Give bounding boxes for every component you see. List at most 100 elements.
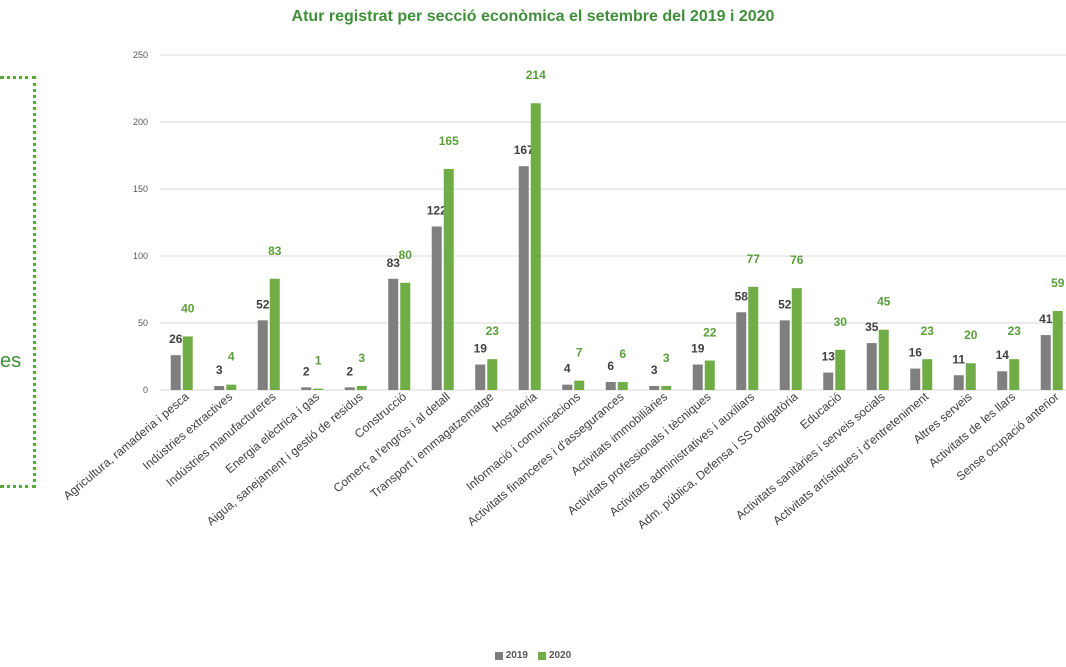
bar-2019 (301, 387, 312, 390)
bar-2020 (530, 103, 541, 391)
data-label-2020: 40 (181, 301, 195, 315)
data-label-2020: 45 (877, 295, 891, 309)
bar-2019 (170, 355, 181, 390)
bar-2019 (214, 385, 225, 390)
data-label-2019: 19 (691, 342, 705, 356)
bar-2020 (487, 359, 498, 390)
data-label-2020: 165 (439, 134, 459, 148)
data-label-2020: 76 (790, 253, 804, 267)
bar-2019 (779, 320, 790, 390)
data-label-2019: 83 (387, 256, 401, 270)
bar-2020 (965, 363, 976, 390)
data-label-2019: 4 (564, 362, 571, 376)
data-label-2020: 6 (619, 347, 626, 361)
data-label-2020: 80 (399, 248, 413, 262)
data-label-2019: 52 (256, 297, 270, 311)
y-tick-label: 50 (138, 318, 148, 328)
data-label-2020: 59 (1051, 276, 1065, 290)
data-label-2019: 2 (303, 364, 310, 378)
data-label-2019: 3 (651, 363, 658, 377)
bar-2019 (562, 384, 573, 390)
bar-2020 (791, 288, 802, 390)
data-label-2020: 3 (358, 351, 365, 365)
data-label-2019: 122 (427, 204, 447, 218)
bar-2020 (878, 329, 889, 390)
bar-2019 (475, 364, 486, 390)
bar-2019 (431, 226, 442, 390)
legend-swatch-2019 (494, 651, 503, 660)
y-tick-label: 250 (133, 50, 148, 60)
y-tick-label: 150 (133, 184, 148, 194)
bar-2020 (1052, 310, 1063, 390)
x-tick-label: Aigua, sanejament i gestió de residus (204, 390, 366, 529)
dotted-frame-fragment (0, 76, 36, 488)
bar-2019 (866, 343, 877, 390)
legend-label-2019: 2019 (505, 650, 528, 661)
data-label-2019: 167 (514, 143, 534, 157)
bar-2020 (226, 384, 237, 390)
data-label-2019: 58 (735, 289, 749, 303)
bar-2019 (823, 372, 834, 390)
data-label-2019: 11 (952, 352, 965, 366)
bar-2019 (257, 320, 268, 390)
bar-2019 (388, 278, 399, 390)
legend: 2019 2020 (0, 650, 1066, 661)
data-label-2020: 214 (526, 68, 546, 82)
bar-2020 (617, 381, 628, 390)
y-tick-label: 100 (133, 251, 148, 261)
bar-2020 (835, 349, 846, 390)
data-label-2020: 22 (703, 326, 717, 340)
data-label-2020: 23 (486, 324, 500, 338)
data-label-2019: 13 (822, 350, 836, 364)
data-label-2020: 4 (228, 350, 235, 364)
data-label-2020: 3 (663, 351, 670, 365)
bar-2020 (922, 359, 933, 390)
bar-2020 (443, 168, 454, 390)
data-label-2019: 6 (607, 359, 614, 373)
bar-2019 (649, 385, 660, 390)
data-label-2020: 1 (315, 354, 322, 368)
data-label-2020: 83 (268, 244, 282, 258)
x-tick-label: Activitats financeres i d'assegurances (465, 390, 627, 529)
data-label-2019: 19 (474, 342, 488, 356)
bar-2019 (518, 166, 529, 390)
bar-2019 (910, 368, 921, 390)
data-label-2019: 52 (778, 297, 792, 311)
data-label-2019: 3 (216, 363, 223, 377)
legend-label-2020: 2020 (549, 650, 572, 661)
data-label-2020: 7 (576, 346, 583, 360)
data-label-2019: 14 (996, 348, 1010, 362)
bar-2019 (692, 364, 703, 390)
cropped-side-text: es (0, 350, 22, 372)
data-label-2020: 20 (964, 328, 978, 342)
bar-2019 (605, 381, 616, 390)
bar-2019 (953, 375, 964, 390)
legend-item-2019: 2019 (494, 650, 528, 661)
bar-2020 (269, 278, 280, 390)
bar-2020 (574, 380, 585, 390)
y-tick-label: 200 (133, 117, 148, 127)
bar-2019 (344, 387, 355, 390)
data-label-2020: 23 (1008, 324, 1022, 338)
y-tick-label: 0 (143, 385, 148, 395)
data-label-2019: 35 (865, 320, 879, 334)
bar-2019 (1040, 335, 1051, 390)
x-tick-label: Adm. pública, Defensa i SS obligatòria (635, 389, 801, 532)
bar-2020 (356, 385, 367, 390)
bar-2020 (704, 360, 715, 390)
chart-title: Atur registrat per secció econòmica el s… (291, 8, 775, 25)
data-label-2020: 30 (834, 315, 848, 329)
bar-2019 (997, 371, 1008, 390)
x-tick-label: Activitats artístiques i d'entreteniment (770, 389, 931, 528)
bar-2020 (400, 282, 411, 390)
data-label-2020: 77 (747, 252, 761, 266)
legend-item-2020: 2020 (538, 650, 571, 661)
bar-2020 (748, 286, 759, 390)
bar-2020 (1009, 359, 1020, 390)
data-label-2019: 2 (346, 364, 353, 378)
data-label-2020: 23 (921, 324, 935, 338)
data-label-2019: 16 (909, 346, 923, 360)
bar-2019 (736, 312, 747, 390)
bar-2020 (182, 336, 193, 390)
